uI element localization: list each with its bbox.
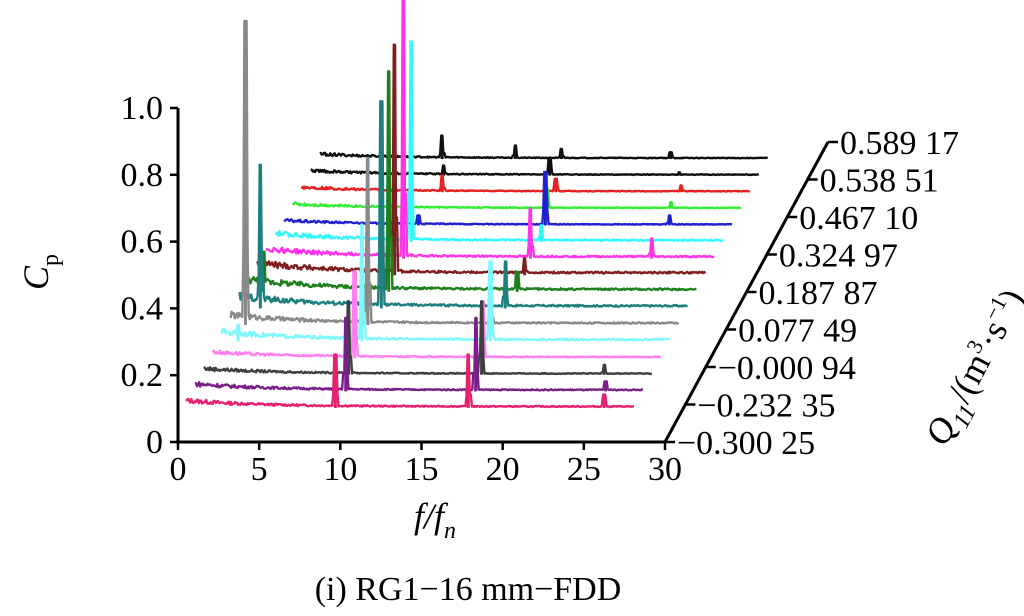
depth-label-4: 0.187 87: [759, 275, 878, 312]
series-line-6: [229, 19, 680, 325]
y-tick-label-4: 0.8: [121, 157, 164, 194]
x-tick-label-2: 10: [323, 451, 357, 488]
depth-label-7: 0.538 51: [820, 163, 939, 200]
series-line-1: [185, 353, 635, 409]
series-line-10: [265, 0, 715, 259]
series-line-7: [238, 100, 689, 308]
series-line-12: [283, 170, 733, 226]
depth-axis-title: Q11/(m3·s−1): [915, 281, 1024, 455]
x-tick-label-6: 30: [648, 451, 682, 488]
series-line-5: [220, 223, 671, 342]
y-tick-label-2: 0.4: [121, 290, 164, 327]
depth-label-8: 0.589 17: [840, 125, 959, 162]
q-labels: −0.300 25−0.232 35−0.000 940.077 490.187…: [665, 125, 959, 462]
series-line-3: [202, 300, 653, 376]
series-line-9: [256, 43, 707, 275]
depth-label-5: 0.324 97: [779, 238, 898, 275]
x-axis-title-slash: /: [422, 496, 437, 536]
y-tick-label-1: 0.2: [121, 357, 164, 394]
y-tick-label-5: 1.0: [121, 90, 164, 127]
x-tick-label-4: 20: [486, 451, 520, 488]
depth-label-1: −0.232 35: [697, 388, 835, 425]
x-axis-title: f/fn: [414, 496, 456, 544]
ticks-layer: 0 0.2 0.4 0.6 0.8 1.0 0 5 10 15 20 25 30: [121, 90, 683, 488]
series-line-11: [274, 40, 724, 242]
chart-caption: (i) RG1−16 mm−FDD: [315, 571, 622, 608]
depth-axis-title-slash: /(m: [939, 346, 998, 409]
depth-label-2: −0.000 94: [718, 350, 856, 387]
x-tick-label-3: 15: [405, 451, 439, 488]
series-line-8: [247, 70, 697, 292]
series-line-15: [310, 157, 760, 177]
y-tick-label-0: 0: [146, 424, 163, 461]
series-layer: [185, 0, 769, 409]
x-axis-title-sub: n: [444, 518, 456, 544]
y-axis-title-sub: p: [38, 254, 64, 266]
x-tick-label-0: 0: [170, 451, 187, 488]
y-axis-title: Cp: [16, 254, 64, 290]
depth-label-0: −0.300 25: [677, 425, 815, 462]
x-tick-label-1: 5: [251, 451, 268, 488]
x-tick-label-5: 25: [567, 451, 601, 488]
y-axis-title-base: C: [16, 265, 56, 290]
series-line-14: [300, 174, 751, 193]
series-line-2: [194, 316, 644, 392]
series-line-4: [211, 270, 662, 359]
depth-label-3: 0.077 49: [738, 313, 857, 350]
y-tick-label-3: 0.6: [121, 224, 164, 261]
depth-label-6: 0.467 10: [799, 200, 918, 237]
